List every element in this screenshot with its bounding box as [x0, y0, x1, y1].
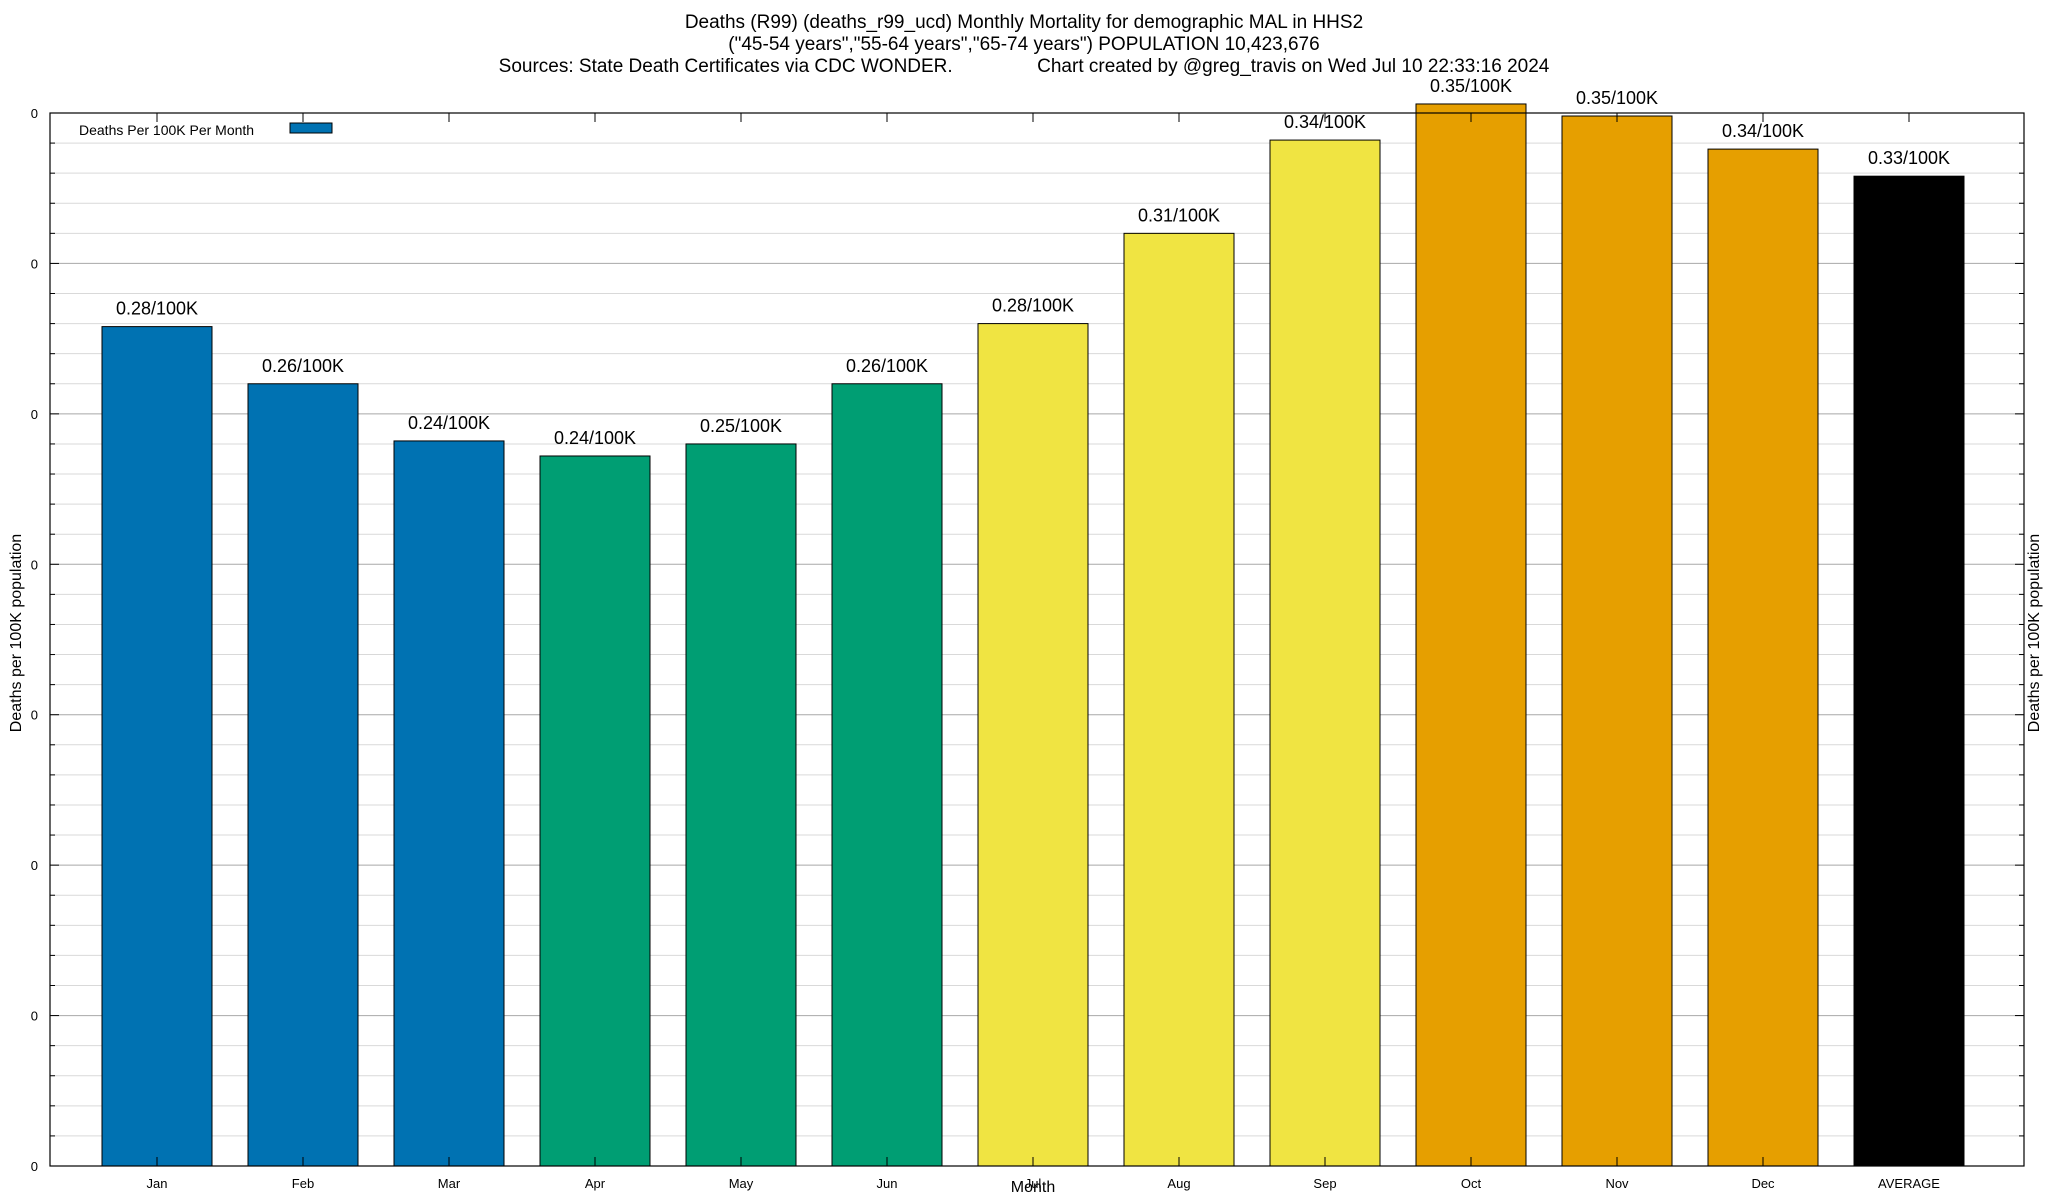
x-tick-label: Sep: [1313, 1176, 1336, 1191]
bar-dec: [1707, 148, 1819, 1167]
x-tick-label: Mar: [438, 1176, 461, 1191]
chart-title-block: Deaths (R99) (deaths_r99_ucd) Monthly Mo…: [0, 12, 2048, 78]
x-tick-label: Apr: [585, 1176, 606, 1191]
y-tick-label: 0: [31, 557, 38, 572]
y-tick-label: 0: [31, 858, 38, 873]
bar-average: [1853, 175, 1965, 1167]
bar-value-label: 0.35/100K: [1576, 88, 1658, 108]
x-tick-label: Aug: [1167, 1176, 1190, 1191]
y-tick-label: 0: [31, 1009, 38, 1024]
x-tick-label: Dec: [1751, 1176, 1775, 1191]
x-axis-title: Month: [1011, 1179, 1055, 1196]
bar-nov: [1561, 115, 1673, 1167]
x-tick-label: Jun: [877, 1176, 898, 1191]
bar-value-label: 0.33/100K: [1868, 148, 1950, 168]
bar-mar: [393, 440, 505, 1167]
bar-may: [685, 443, 797, 1167]
bar-value-label: 0.24/100K: [408, 413, 490, 433]
bar-feb: [247, 383, 359, 1167]
bar-jan: [101, 326, 213, 1167]
y2-axis-title: Deaths per 100K population: [2026, 534, 2043, 732]
y-tick-label: 0: [31, 256, 38, 271]
y-tick-label: 0: [31, 708, 38, 723]
bar-value-label: 0.34/100K: [1722, 121, 1804, 141]
x-tick-label: Jan: [147, 1176, 168, 1191]
bar-value-label: 0.28/100K: [116, 299, 198, 319]
bar-sep: [1269, 139, 1381, 1167]
x-tick-label: Jul: [1025, 1176, 1042, 1191]
x-tick-label: Oct: [1461, 1176, 1482, 1191]
bar-value-label: 0.28/100K: [992, 296, 1074, 316]
bar-jun: [831, 383, 943, 1167]
chart-subtitle: ("45-54 years","55-64 years","65-74 year…: [728, 34, 1320, 55]
x-tick-label: May: [729, 1176, 754, 1191]
bar-jul: [977, 323, 1089, 1167]
bars: 0.28/100K 0.26/100K 0.24/100K 0.24/100K 0.25…: [101, 76, 1965, 1167]
x-tick-label: Nov: [1605, 1176, 1629, 1191]
bar-value-label: 0.25/100K: [700, 416, 782, 436]
bar-aug: [1123, 232, 1235, 1167]
bar-value-label: 0.26/100K: [262, 356, 344, 376]
bar-value-label: 0.26/100K: [846, 356, 928, 376]
y-axis-title: Deaths per 100K population: [8, 534, 25, 732]
plot-frame: [49, 112, 2025, 1167]
axis-ticks: 0 0 0 0 0 0 0 0 Jan Feb Mar Apr May Jun Jul Aug Sep Oct No…: [31, 106, 2024, 1191]
x-tick-label: Feb: [292, 1176, 314, 1191]
bar-oct: [1415, 103, 1527, 1167]
legend-label: Deaths Per 100K Per Month: [79, 122, 254, 138]
legend-swatch: [289, 122, 333, 134]
y-tick-label: 0: [31, 1159, 38, 1174]
y-tick-label: 0: [31, 407, 38, 422]
bar-value-label: 0.34/100K: [1284, 112, 1366, 132]
bar-apr: [539, 455, 651, 1167]
legend: Deaths Per 100K Per Month: [79, 122, 333, 138]
bar-value-label: 0.35/100K: [1430, 76, 1512, 96]
chart-sources: Sources: State Death Certificates via CD…: [498, 56, 1550, 77]
chart-title: Deaths (R99) (deaths_r99_ucd) Monthly Mo…: [684, 12, 1364, 33]
bar-value-label: 0.24/100K: [554, 428, 636, 448]
x-tick-label: AVERAGE: [1878, 1176, 1940, 1191]
y-tick-label: 0: [31, 106, 38, 121]
bar-value-label: 0.31/100K: [1138, 205, 1220, 225]
